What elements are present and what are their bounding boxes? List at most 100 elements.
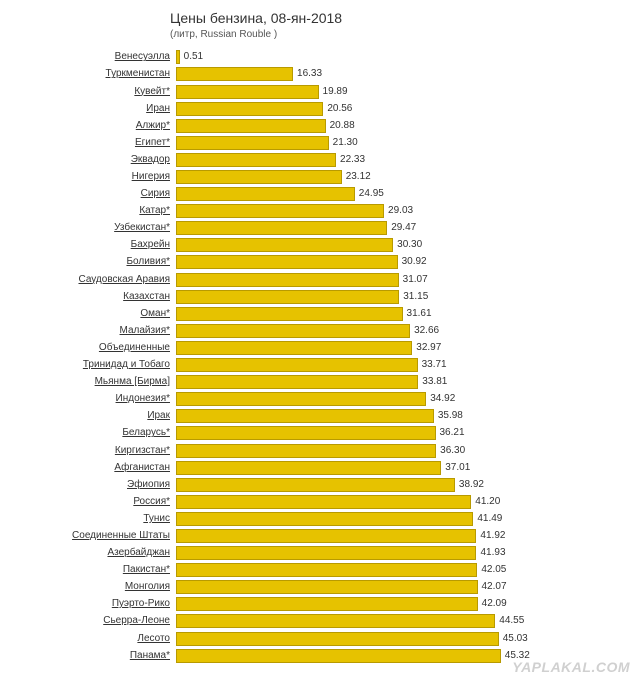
country-label[interactable]: Алжир*: [0, 121, 176, 131]
bar-area: 44.55: [176, 613, 606, 630]
table-row: Сирия24.95: [0, 186, 640, 203]
country-label[interactable]: Тринидад и Тобаго: [0, 360, 176, 370]
table-row: Малайзия*32.66: [0, 322, 640, 339]
table-row: Узбекистан*29.47: [0, 220, 640, 237]
country-label[interactable]: Пуэрто-Рико: [0, 599, 176, 609]
value-label: 41.49: [477, 514, 502, 524]
bar: [176, 238, 393, 252]
bar: [176, 478, 455, 492]
bar: [176, 529, 476, 543]
value-label: 45.03: [503, 634, 528, 644]
country-label[interactable]: Беларусь*: [0, 428, 176, 438]
bar-area: 38.92: [176, 476, 606, 493]
country-label[interactable]: Эквадор: [0, 155, 176, 165]
table-row: Венесуэлла0.51: [0, 49, 640, 66]
value-label: 42.05: [481, 565, 506, 575]
country-label[interactable]: Пакистан*: [0, 565, 176, 575]
country-label[interactable]: Нигерия: [0, 172, 176, 182]
bar-area: 34.92: [176, 391, 606, 408]
country-label[interactable]: Афганистан: [0, 463, 176, 473]
bar-area: 31.15: [176, 288, 606, 305]
country-label[interactable]: Россия*: [0, 497, 176, 507]
country-label[interactable]: Саудовская Аравия: [0, 275, 176, 285]
bar-area: 30.92: [176, 254, 606, 271]
country-label[interactable]: Кувейт*: [0, 87, 176, 97]
bar: [176, 649, 501, 663]
bar-area: 41.92: [176, 527, 606, 544]
country-label[interactable]: Эфиопия: [0, 480, 176, 490]
country-label[interactable]: Боливия*: [0, 257, 176, 267]
bar-area: 16.33: [176, 66, 606, 83]
bar: [176, 170, 342, 184]
bar: [176, 341, 412, 355]
country-label[interactable]: Панама*: [0, 651, 176, 661]
value-label: 23.12: [346, 172, 371, 182]
gas-price-chart: Цены бензина, 08-ян-2018 (литр, Russian …: [0, 10, 640, 664]
table-row: Индонезия* 34.92: [0, 391, 640, 408]
country-label[interactable]: Лесото: [0, 634, 176, 644]
bar: [176, 324, 410, 338]
country-label[interactable]: Мьянма [Бирма]: [0, 377, 176, 387]
country-label[interactable]: Объединенные: [0, 343, 176, 353]
bar: [176, 255, 398, 269]
bar-area: 19.89: [176, 83, 606, 100]
country-label[interactable]: Бахрейн: [0, 240, 176, 250]
value-label: 42.09: [482, 599, 507, 609]
bar-area: 42.09: [176, 596, 606, 613]
country-label[interactable]: Тунис: [0, 514, 176, 524]
bar-area: 33.81: [176, 374, 606, 391]
table-row: Азербайджан41.93: [0, 545, 640, 562]
bar: [176, 50, 180, 64]
bar: [176, 375, 418, 389]
bar-area: 45.03: [176, 630, 606, 647]
value-label: 44.55: [499, 616, 524, 626]
bar: [176, 392, 426, 406]
value-label: 22.33: [340, 155, 365, 165]
country-label[interactable]: Малайзия*: [0, 326, 176, 336]
value-label: 19.89: [323, 87, 348, 97]
country-label[interactable]: Азербайджан: [0, 548, 176, 558]
country-label[interactable]: Венесуэлла: [0, 52, 176, 62]
bar-area: 30.30: [176, 237, 606, 254]
bar: [176, 85, 319, 99]
value-label: 16.33: [297, 69, 322, 79]
country-label[interactable]: Ирак: [0, 411, 176, 421]
bar: [176, 461, 441, 475]
country-label[interactable]: Соединенные Штаты: [0, 531, 176, 541]
table-row: Казахстан31.15: [0, 288, 640, 305]
table-row: Мьянма [Бирма]33.81: [0, 374, 640, 391]
value-label: 36.21: [440, 428, 465, 438]
country-label[interactable]: Туркменистан: [0, 69, 176, 79]
value-label: 34.92: [430, 394, 455, 404]
value-label: 32.97: [416, 343, 441, 353]
country-label[interactable]: Сирия: [0, 189, 176, 199]
country-label[interactable]: Иран: [0, 104, 176, 114]
bar-area: 20.88: [176, 117, 606, 134]
table-row: Тунис 41.49: [0, 510, 640, 527]
bar: [176, 221, 387, 235]
table-row: Эфиопия38.92: [0, 476, 640, 493]
bar-area: 41.49: [176, 510, 606, 527]
bar-area: 24.95: [176, 186, 606, 203]
country-label[interactable]: Индонезия*: [0, 394, 176, 404]
country-label[interactable]: Монголия: [0, 582, 176, 592]
bar-area: 41.93: [176, 545, 606, 562]
country-label[interactable]: Оман*: [0, 309, 176, 319]
country-label[interactable]: Сьерра-Леоне: [0, 616, 176, 626]
country-label[interactable]: Казахстан: [0, 292, 176, 302]
country-label[interactable]: Египет*: [0, 138, 176, 148]
table-row: Алжир*20.88: [0, 117, 640, 134]
table-row: Афганистан37.01: [0, 459, 640, 476]
value-label: 20.56: [327, 104, 352, 114]
bar: [176, 495, 471, 509]
chart-subtitle: (литр, Russian Rouble ): [170, 29, 640, 41]
table-row: Монголия42.07: [0, 579, 640, 596]
bar: [176, 290, 399, 304]
country-label[interactable]: Катар*: [0, 206, 176, 216]
bar-area: 36.30: [176, 442, 606, 459]
value-label: 41.92: [480, 531, 505, 541]
country-label[interactable]: Узбекистан*: [0, 223, 176, 233]
value-label: 30.92: [402, 257, 427, 267]
country-label[interactable]: Киргизстан*: [0, 446, 176, 456]
table-row: Беларусь* 36.21: [0, 425, 640, 442]
